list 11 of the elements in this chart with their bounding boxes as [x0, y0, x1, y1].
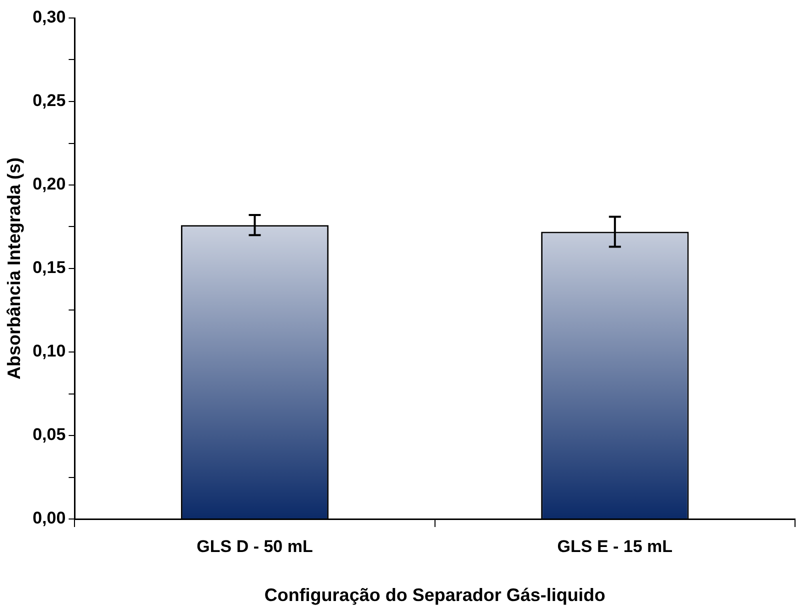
y-tick-label: 0,00: [32, 508, 66, 528]
x-axis-title: Configuração do Separador Gás-liquido: [264, 585, 606, 606]
y-tick-label: 0,10: [32, 342, 66, 361]
y-tick-label: 0,05: [32, 425, 66, 444]
y-axis-title: Absorbância Integrada (s): [4, 157, 24, 380]
y-tick-label: 0,30: [32, 8, 66, 27]
x-tick-label: GLS E - 15 mL: [557, 536, 673, 556]
y-tick-label: 0,15: [32, 258, 66, 278]
x-tick-label: GLS D - 50 mL: [196, 536, 313, 556]
y-tick-label: 0,20: [32, 174, 66, 194]
y-tick-label: 0,25: [32, 91, 66, 110]
